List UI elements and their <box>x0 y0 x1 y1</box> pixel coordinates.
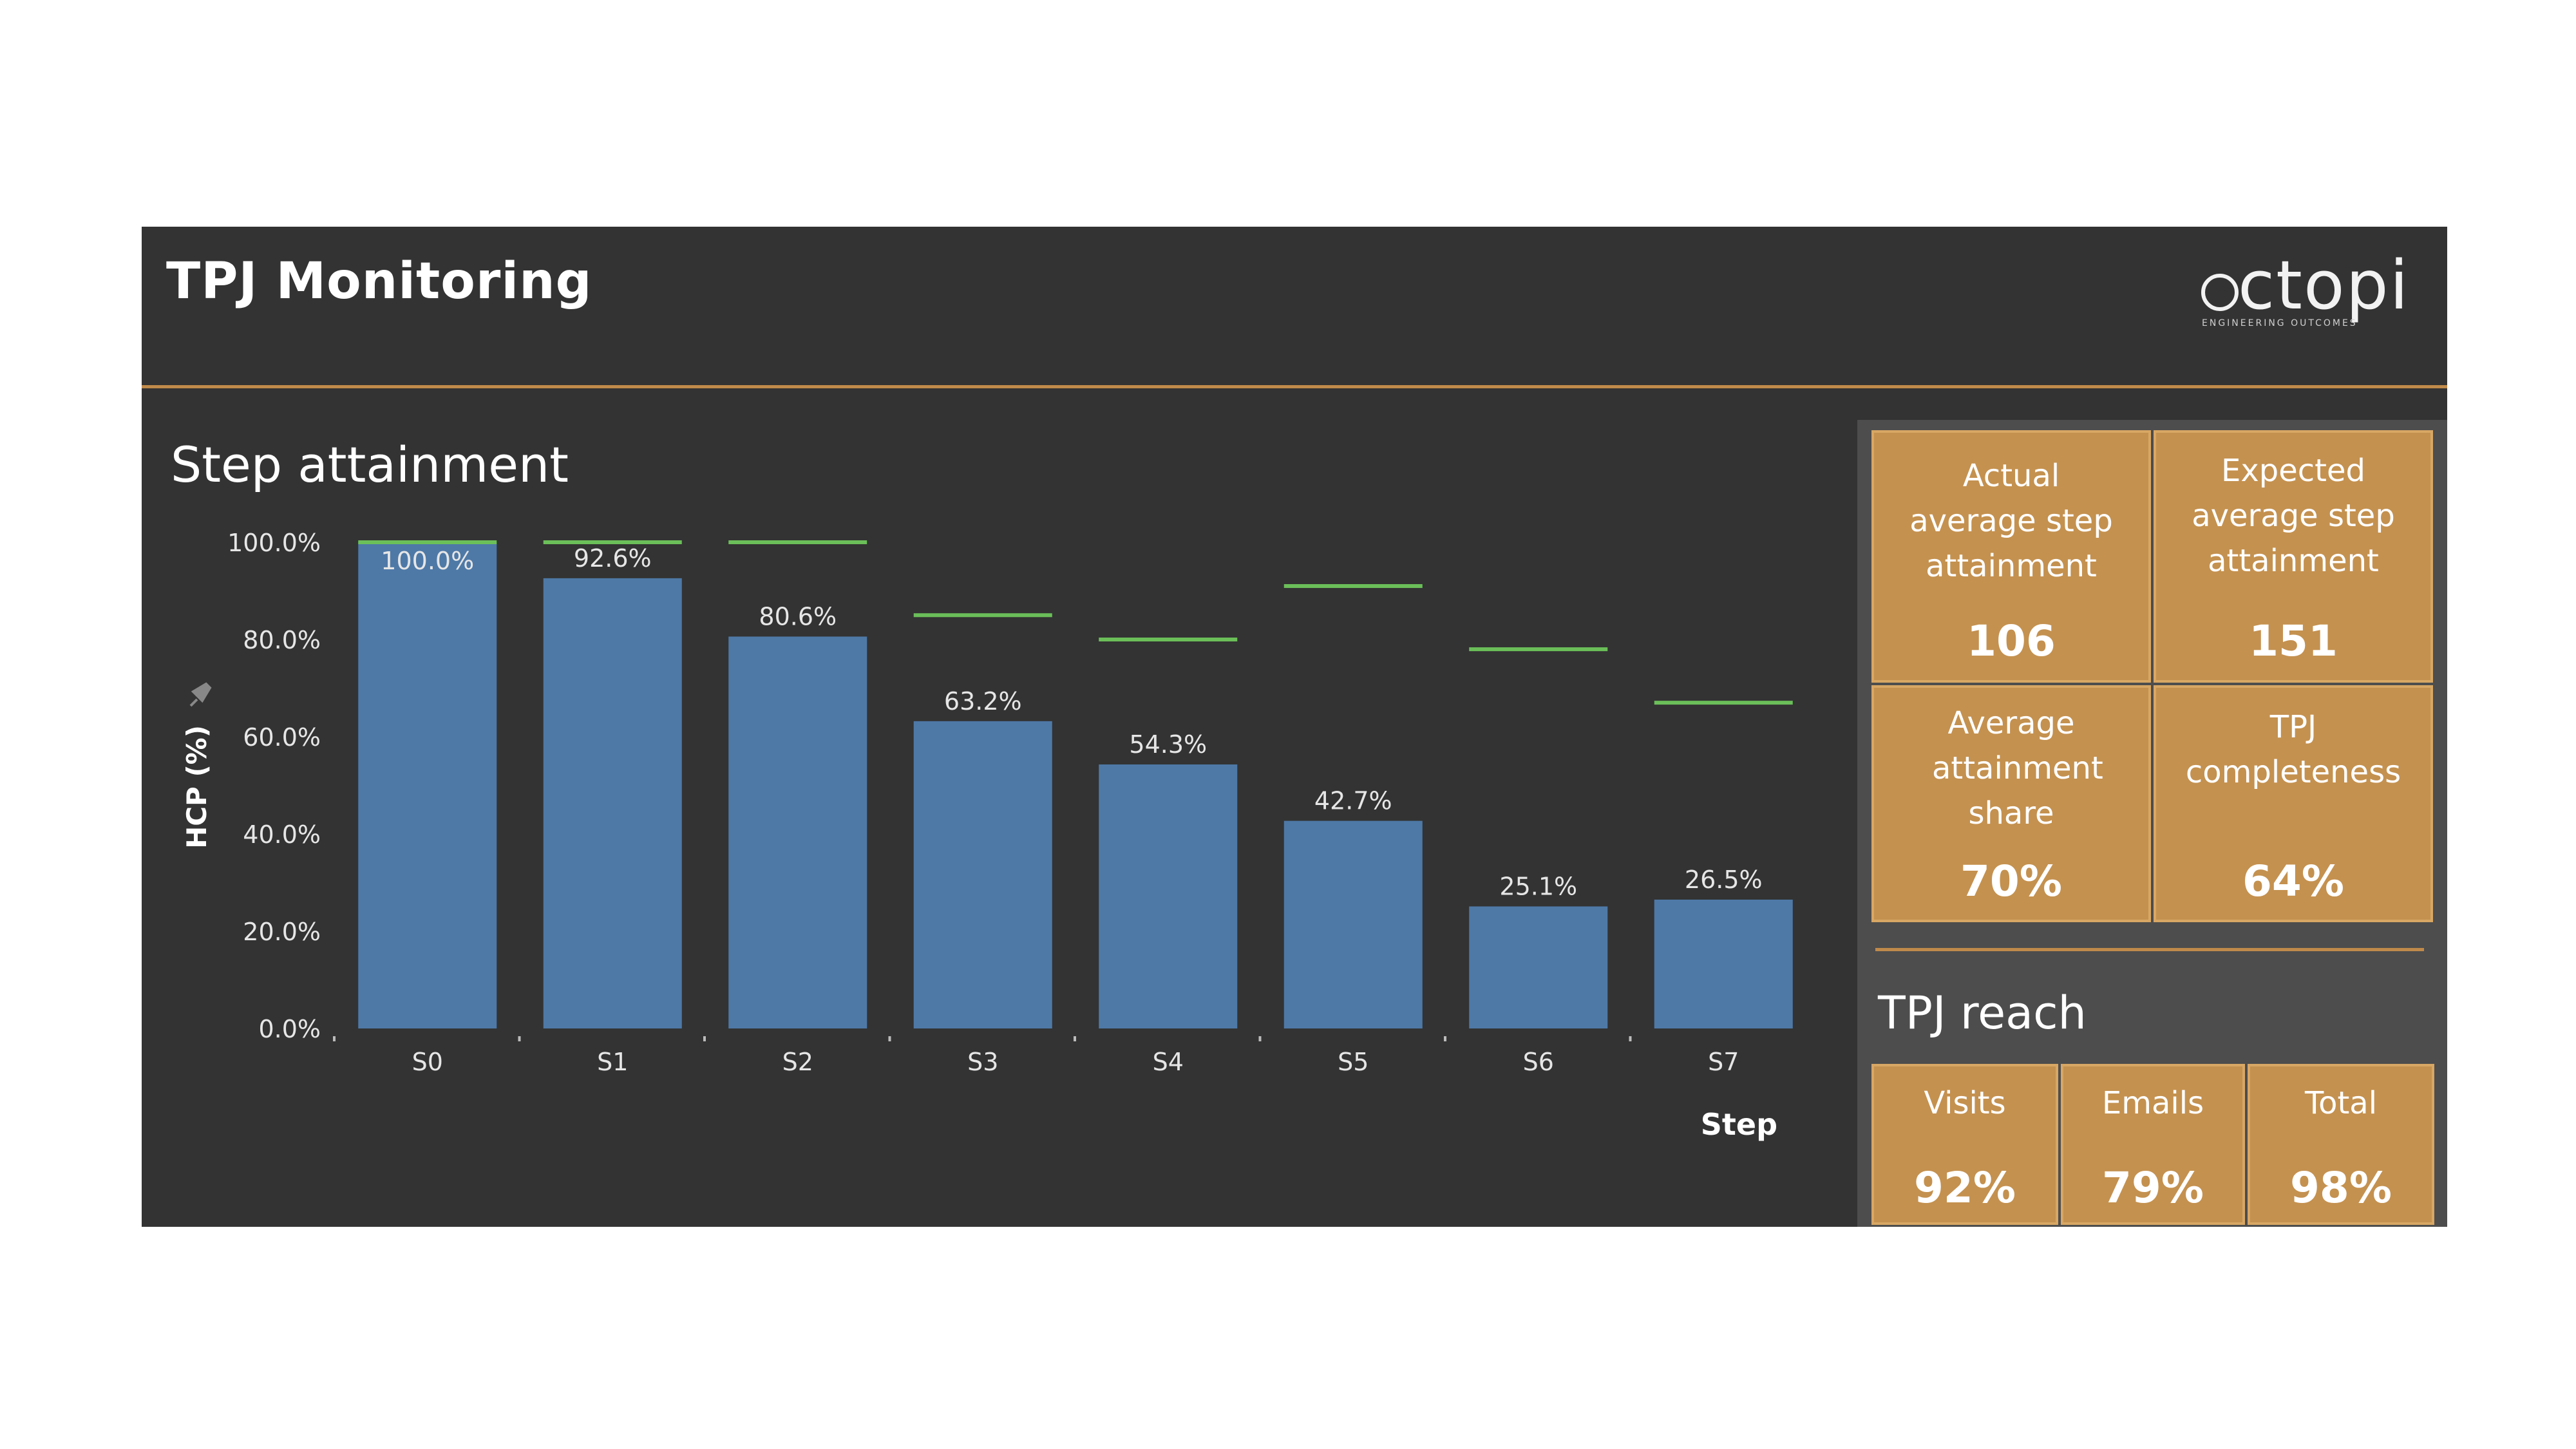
y-tick-label: 80.0% <box>243 626 321 654</box>
kpi-card-expected-avg: Expected average step attainment 151 <box>2154 430 2433 683</box>
kpi-label: Expected average step attainment <box>2192 453 2395 579</box>
reach-title: TPJ reach <box>1878 987 2087 1039</box>
x-tick-label: S6 <box>1523 1048 1554 1076</box>
header-divider <box>142 385 2447 388</box>
chart-title: Step attainment <box>171 436 569 493</box>
logo-wordmark: ctopi <box>2238 246 2410 325</box>
reach-divider <box>1875 948 2424 951</box>
reach-label: Total <box>2304 1085 2378 1121</box>
logo-swirl-icon <box>2201 274 2239 311</box>
x-tick-mark <box>518 1036 521 1041</box>
x-tick-mark <box>703 1036 706 1041</box>
data-label: 92.6% <box>574 544 652 573</box>
pin-icon <box>189 682 212 707</box>
bar-s7 <box>1654 899 1793 1028</box>
x-axis-label: Step <box>1701 1107 1777 1142</box>
y-tick-label: 100.0% <box>227 529 321 557</box>
x-tick-mark <box>1444 1036 1446 1041</box>
reach-value: 79% <box>2102 1163 2204 1213</box>
bar-s2 <box>728 636 867 1028</box>
bar-s4 <box>1099 764 1238 1028</box>
x-tick-mark <box>1074 1036 1076 1041</box>
x-tick-mark <box>333 1036 336 1041</box>
kpi-card-completeness: TPJ completeness 64% <box>2154 685 2433 922</box>
reach-label: Visits <box>1924 1085 2006 1121</box>
x-tick-label: S2 <box>782 1048 813 1076</box>
kpi-value: 106 <box>1967 616 2056 666</box>
kpi-label: TPJ completeness <box>2185 709 2401 790</box>
kpi-card-avg-share: Average attainment share 70% <box>1871 685 2151 922</box>
y-tick-label: 20.0% <box>243 918 321 946</box>
bar-s3 <box>913 721 1052 1028</box>
data-label: 63.2% <box>944 687 1022 715</box>
kpi-value: 64% <box>2242 857 2344 906</box>
kpi-value: 70% <box>1960 857 2062 906</box>
logo-tagline: ENGINEERING OUTCOMES <box>2202 318 2358 328</box>
reach-value: 92% <box>1914 1163 2016 1213</box>
data-label: 42.7% <box>1314 787 1392 815</box>
kpi-label: Actual average step attainment <box>1909 458 2113 584</box>
data-label: 80.6% <box>759 602 837 630</box>
bar-s0 <box>358 542 497 1028</box>
page-title: TPJ Monitoring <box>166 252 592 310</box>
reach-card-total: Total 98% <box>2248 1064 2434 1225</box>
data-label: 100.0% <box>381 547 474 575</box>
x-tick-label: S3 <box>967 1048 998 1076</box>
y-axis-label: HCP (%) <box>181 725 213 849</box>
reach-card-visits: Visits 92% <box>1871 1064 2058 1225</box>
x-tick-mark <box>888 1036 891 1041</box>
y-tick-label: 0.0% <box>258 1015 321 1043</box>
dashboard: TPJ Monitoring ctopi ENGINEERING OUTCOME… <box>142 227 2447 1227</box>
header: TPJ Monitoring ctopi ENGINEERING OUTCOME… <box>142 227 2447 385</box>
bar-s1 <box>543 578 682 1028</box>
y-tick-label: 40.0% <box>243 820 321 849</box>
kpi-value: 151 <box>2249 616 2338 666</box>
kpi-label: Average attainment share <box>1932 705 2103 831</box>
x-tick-mark <box>1629 1036 1632 1041</box>
reach-label: Emails <box>2101 1085 2204 1121</box>
x-tick-label: S7 <box>1708 1048 1739 1076</box>
x-tick-label: S0 <box>412 1048 443 1076</box>
bar-s6 <box>1469 906 1608 1028</box>
x-tick-label: S5 <box>1338 1048 1368 1076</box>
kpi-panel: Actual average step attainment 106 Expec… <box>1857 420 2447 1227</box>
bar-s5 <box>1283 820 1423 1028</box>
reach-value: 98% <box>2290 1163 2392 1213</box>
data-label: 25.1% <box>1499 872 1577 900</box>
x-tick-label: S4 <box>1153 1048 1184 1076</box>
step-attainment-chart: 0.0% 20.0% 40.0% 60.0% 80.0% 100.0% HCP (%) 100… <box>181 529 1793 1142</box>
x-tick-label: S1 <box>597 1048 628 1076</box>
data-label: 26.5% <box>1685 866 1763 894</box>
x-tick-mark <box>1258 1036 1262 1041</box>
octopi-logo: ctopi ENGINEERING OUTCOMES <box>2199 246 2412 330</box>
y-tick-label: 60.0% <box>243 723 321 752</box>
reach-card-emails: Emails 79% <box>2061 1064 2245 1225</box>
kpi-card-actual-avg: Actual average step attainment 106 <box>1871 430 2151 683</box>
data-label: 54.3% <box>1129 730 1207 759</box>
